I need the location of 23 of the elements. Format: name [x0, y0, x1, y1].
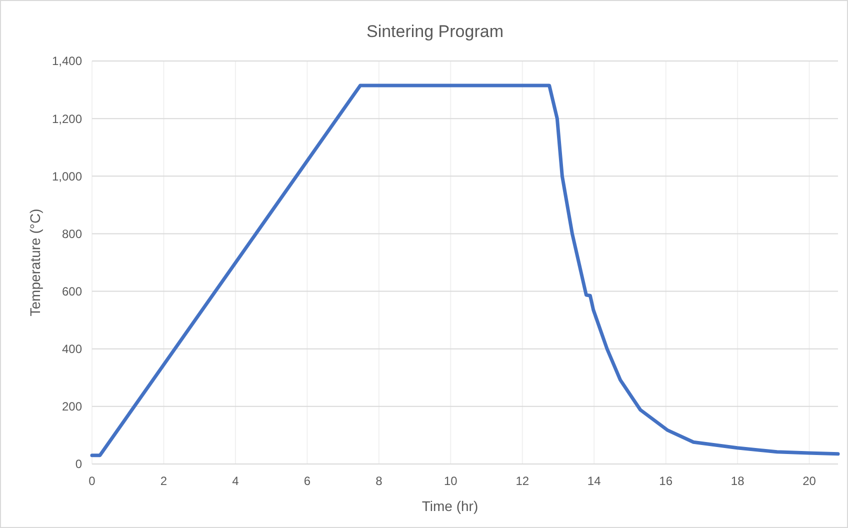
y-tick-label: 1,400 [52, 54, 82, 68]
y-axis-title: Temperature (°C) [27, 208, 43, 316]
y-tick-label: 200 [62, 400, 82, 414]
y-tick-label: 600 [62, 284, 82, 298]
y-tick-label: 0 [75, 457, 82, 472]
x-tick-label: 14 [587, 474, 602, 488]
x-tick-label: 20 [802, 474, 816, 488]
y-tick-label: 800 [62, 226, 82, 241]
x-tick-label: 16 [659, 474, 673, 488]
x-tick-label: 6 [304, 474, 311, 488]
x-tick-label: 8 [376, 474, 383, 488]
x-tick-label: 4 [232, 474, 240, 488]
x-tick-label: 2 [160, 474, 168, 488]
x-tick-label: 0 [88, 474, 96, 488]
x-axis-title: Time (hr) [422, 498, 478, 514]
y-tick-label: 400 [62, 342, 82, 356]
y-tick-label: 1,000 [52, 169, 82, 184]
chart-title: Sintering Program [366, 22, 504, 41]
x-tick-label: 18 [730, 474, 745, 488]
x-tick-label: 12 [516, 474, 530, 488]
y-tick-label: 1,200 [52, 112, 82, 126]
x-tick-label: 10 [444, 474, 458, 488]
line-series [90, 84, 840, 458]
